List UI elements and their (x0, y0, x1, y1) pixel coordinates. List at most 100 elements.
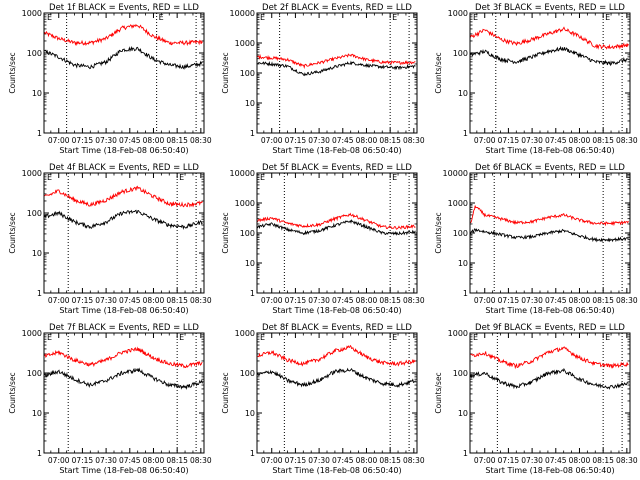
y-tick-label: 10000 (230, 169, 255, 178)
x-tick-label: 07:30 (521, 456, 543, 465)
y-tick-label: 1 (463, 129, 468, 138)
y-tick-label: 1 (463, 289, 468, 298)
x-tick-label: 07:30 (95, 456, 117, 465)
y-tick-label: 1 (37, 129, 42, 138)
y-tick-label: 100 (453, 49, 468, 58)
y-tick-label: 10 (245, 99, 255, 108)
x-tick-label: 07:00 (261, 136, 283, 145)
panel-title: Det 1f BLACK = Events, RED = LLD (49, 3, 199, 13)
x-axis-label: Start Time (18-Feb-08 06:50:40) (272, 146, 401, 155)
y-tick-label: 100 (240, 229, 255, 238)
detector-panel-8: Det 8f BLACK = Events, RED = LLD Counts/s… (221, 323, 425, 475)
event-marker-label: E (179, 333, 184, 342)
x-tick-label: 08:15 (592, 296, 614, 305)
y-tick-label: 1000 (448, 199, 468, 208)
x-tick-label: 07:45 (119, 136, 141, 145)
y-tick-label: 1000 (235, 199, 255, 208)
y-tick-label: 10 (245, 409, 255, 418)
x-tick-label: 07:15 (285, 136, 307, 145)
x-tick-label: 07:30 (521, 296, 543, 305)
y-tick-label: 1 (37, 449, 42, 458)
x-tick-label: 08:30 (616, 136, 638, 145)
x-tick-label: 08:15 (379, 296, 401, 305)
plot-frame (43, 12, 205, 134)
event-marker-label: E (392, 333, 397, 342)
event-marker-label: E (159, 13, 164, 22)
x-axis-label: Start Time (18-Feb-08 06:50:40) (59, 146, 188, 155)
lld-series-line (470, 205, 629, 227)
event-marker-label: E (47, 173, 52, 182)
x-tick-label: 07:00 (474, 456, 496, 465)
x-tick-label: 07:45 (332, 296, 354, 305)
x-tick-label: 08:30 (190, 456, 212, 465)
detector-panel-9: Det 9f BLACK = Events, RED = LLD Counts/s… (434, 323, 638, 475)
x-tick-label: 07:15 (285, 296, 307, 305)
x-tick-label: 08:00 (569, 136, 591, 145)
y-tick-label: 1000 (22, 329, 42, 338)
events-series-line (470, 228, 629, 243)
detector-panel-6: Det 6f BLACK = Events, RED = LLD Counts/s… (434, 163, 638, 315)
x-tick-label: 07:00 (48, 136, 70, 145)
x-tick-label: 08:30 (190, 136, 212, 145)
lld-series-line (257, 212, 416, 230)
events-series-line (257, 219, 416, 236)
y-tick-label: 10 (458, 89, 468, 98)
y-tick-label: 10000 (230, 9, 255, 18)
x-tick-label: 07:15 (72, 136, 94, 145)
events-series-line (257, 367, 416, 388)
x-axis-label: Start Time (18-Feb-08 06:50:40) (485, 306, 614, 315)
plot-frame (469, 332, 631, 454)
y-tick-label: 100 (27, 49, 42, 58)
x-tick-label: 07:45 (545, 296, 567, 305)
x-tick-label: 08:15 (592, 456, 614, 465)
detector-panel-4: Det 4f BLACK = Events, RED = LLD Counts/s… (8, 163, 212, 315)
y-axis-label: Counts/sec (434, 212, 443, 253)
plot-frame (256, 172, 418, 294)
x-tick-label: 08:15 (166, 456, 188, 465)
x-tick-label: 07:00 (474, 296, 496, 305)
y-tick-label: 100 (453, 229, 468, 238)
events-series-line (470, 367, 629, 390)
y-axis-label: Counts/sec (221, 212, 230, 253)
x-tick-label: 07:15 (498, 296, 520, 305)
y-tick-label: 1000 (235, 39, 255, 48)
y-tick-label: 1000 (22, 9, 42, 18)
y-tick-label: 1000 (235, 329, 255, 338)
event-marker-label: E (473, 173, 478, 182)
x-axis-label: Start Time (18-Feb-08 06:50:40) (272, 306, 401, 315)
event-marker-label: E (260, 173, 265, 182)
lld-series-line (44, 346, 203, 369)
x-tick-label: 07:00 (261, 296, 283, 305)
x-tick-label: 08:00 (569, 296, 591, 305)
y-tick-label: 100 (27, 209, 42, 218)
panel-title: Det 5f BLACK = Events, RED = LLD (262, 163, 412, 173)
event-marker-label: E (392, 13, 397, 22)
plot-frame (469, 12, 631, 134)
x-tick-label: 08:00 (356, 456, 378, 465)
y-tick-label: 1000 (448, 329, 468, 338)
event-marker-label: E (473, 13, 478, 22)
x-tick-label: 08:15 (166, 136, 188, 145)
y-tick-label: 10 (32, 249, 42, 258)
events-series-line (470, 45, 629, 67)
y-tick-label: 1 (463, 449, 468, 458)
event-marker-label: E (260, 13, 265, 22)
x-tick-label: 07:30 (308, 296, 330, 305)
x-tick-label: 08:15 (592, 136, 614, 145)
x-axis-label: Start Time (18-Feb-08 06:50:40) (485, 466, 614, 475)
y-tick-label: 10 (458, 259, 468, 268)
panel-title: Det 9f BLACK = Events, RED = LLD (475, 323, 625, 333)
event-marker-label: E (392, 173, 397, 182)
lld-series-line (257, 53, 416, 69)
x-tick-label: 07:45 (119, 296, 141, 305)
lld-series-line (470, 346, 629, 370)
y-axis-label: Counts/sec (8, 52, 17, 93)
lld-series-line (44, 185, 203, 208)
x-tick-label: 08:30 (616, 296, 638, 305)
x-tick-label: 07:00 (48, 456, 70, 465)
event-marker-label: E (47, 333, 52, 342)
x-axis-label: Start Time (18-Feb-08 06:50:40) (485, 146, 614, 155)
x-tick-label: 08:00 (143, 296, 165, 305)
y-tick-label: 1000 (448, 9, 468, 18)
